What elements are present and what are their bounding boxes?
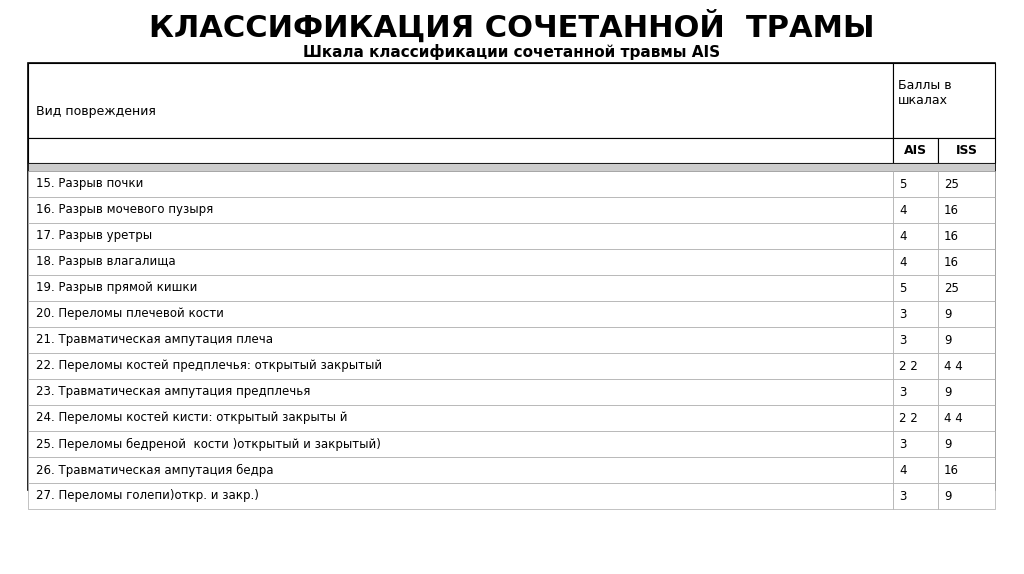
Text: 4: 4 <box>899 255 906 269</box>
Text: 5: 5 <box>899 281 906 294</box>
Bar <box>28 163 995 171</box>
Bar <box>893 63 995 138</box>
Text: 3: 3 <box>899 333 906 347</box>
Bar <box>28 405 893 431</box>
Text: 3: 3 <box>899 308 906 320</box>
Text: 4 4: 4 4 <box>944 412 963 425</box>
Bar <box>28 301 893 327</box>
Text: 21. Травматическая ампутация плеча: 21. Травматическая ампутация плеча <box>36 333 273 347</box>
Text: 9: 9 <box>944 437 951 451</box>
Bar <box>28 249 893 275</box>
Bar <box>938 353 995 379</box>
Bar <box>938 379 995 405</box>
Bar <box>938 327 995 353</box>
Text: 4: 4 <box>899 230 906 242</box>
Text: 24. Переломы костей кисти: открытый закрыты й: 24. Переломы костей кисти: открытый закр… <box>36 412 347 425</box>
Text: 3: 3 <box>899 437 906 451</box>
Text: 16: 16 <box>944 204 959 216</box>
Bar <box>938 457 995 483</box>
Text: 26. Травматическая ампутация бедра: 26. Травматическая ампутация бедра <box>36 463 273 476</box>
Bar <box>893 223 938 249</box>
Text: 4: 4 <box>899 463 906 476</box>
Text: 15. Разрыв почки: 15. Разрыв почки <box>36 177 143 191</box>
Bar <box>938 431 995 457</box>
Bar <box>28 327 893 353</box>
Bar <box>28 483 893 509</box>
Text: 27. Переломы голепи)откр. и закр.): 27. Переломы голепи)откр. и закр.) <box>36 490 259 502</box>
Text: КЛАССИФИКАЦИЯ СОЧЕТАННОЙ  ТРАМЫ: КЛАССИФИКАЦИЯ СОЧЕТАННОЙ ТРАМЫ <box>150 10 874 43</box>
Text: 9: 9 <box>944 333 951 347</box>
Text: AIS: AIS <box>904 144 927 157</box>
Text: 16. Разрыв мочевого пузыря: 16. Разрыв мочевого пузыря <box>36 204 213 216</box>
Bar <box>28 138 893 163</box>
Bar <box>938 249 995 275</box>
Text: 5: 5 <box>899 177 906 191</box>
Bar <box>28 171 893 197</box>
Bar <box>938 197 995 223</box>
Bar <box>893 275 938 301</box>
Bar <box>893 457 938 483</box>
Bar <box>28 275 893 301</box>
Bar <box>938 483 995 509</box>
Text: Баллы в
шкалах: Баллы в шкалах <box>898 79 951 107</box>
Text: 17. Разрыв уретры: 17. Разрыв уретры <box>36 230 153 242</box>
Bar <box>28 63 893 138</box>
Bar <box>893 171 938 197</box>
Text: 19. Разрыв прямой кишки: 19. Разрыв прямой кишки <box>36 281 198 294</box>
Bar <box>28 353 893 379</box>
Bar <box>893 138 938 163</box>
Text: Вид повреждения: Вид повреждения <box>36 105 156 118</box>
Bar <box>893 301 938 327</box>
Text: 2 2: 2 2 <box>899 412 918 425</box>
Text: 2 2: 2 2 <box>899 359 918 373</box>
Text: 16: 16 <box>944 255 959 269</box>
Text: ISS: ISS <box>955 144 978 157</box>
Bar <box>893 483 938 509</box>
Text: 9: 9 <box>944 490 951 502</box>
Bar <box>28 457 893 483</box>
Bar <box>28 197 893 223</box>
Bar <box>28 223 893 249</box>
Text: 3: 3 <box>899 386 906 398</box>
Text: 16: 16 <box>944 463 959 476</box>
Bar <box>893 249 938 275</box>
Bar <box>938 275 995 301</box>
Bar <box>893 353 938 379</box>
Text: 9: 9 <box>944 386 951 398</box>
Bar <box>28 431 893 457</box>
Text: 25: 25 <box>944 177 958 191</box>
Text: 4: 4 <box>899 204 906 216</box>
Bar <box>28 379 893 405</box>
Bar <box>893 405 938 431</box>
Text: 23. Травматическая ампутация предплечья: 23. Травматическая ампутация предплечья <box>36 386 310 398</box>
Text: 9: 9 <box>944 308 951 320</box>
Text: 22. Переломы костей предплечья: открытый закрытый: 22. Переломы костей предплечья: открытый… <box>36 359 382 373</box>
Bar <box>938 301 995 327</box>
Bar <box>28 63 995 490</box>
Bar <box>893 197 938 223</box>
Text: 25. Переломы бедреной  кости )открытый и закрытый): 25. Переломы бедреной кости )открытый и … <box>36 437 381 451</box>
Text: Шкала классификации сочетанной травмы AIS: Шкала классификации сочетанной травмы AI… <box>303 44 721 60</box>
Bar <box>938 405 995 431</box>
Text: 16: 16 <box>944 230 959 242</box>
Bar <box>938 138 995 163</box>
Text: 25: 25 <box>944 281 958 294</box>
Text: 20. Переломы плечевой кости: 20. Переломы плечевой кости <box>36 308 224 320</box>
Bar <box>938 171 995 197</box>
Bar <box>893 379 938 405</box>
Bar <box>893 327 938 353</box>
Text: 4 4: 4 4 <box>944 359 963 373</box>
Bar <box>893 431 938 457</box>
Bar <box>938 223 995 249</box>
Text: 18. Разрыв влагалища: 18. Разрыв влагалища <box>36 255 176 269</box>
Text: 3: 3 <box>899 490 906 502</box>
